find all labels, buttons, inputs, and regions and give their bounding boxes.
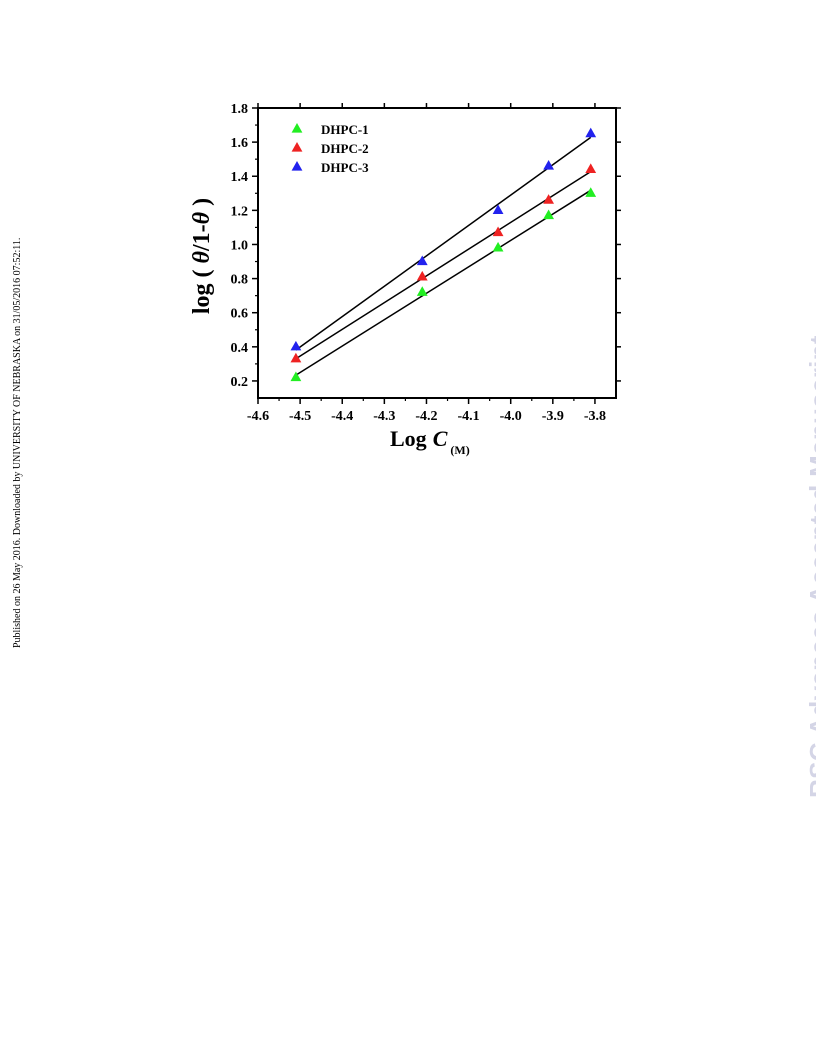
x-axis-title-var: C (433, 426, 448, 451)
data-point-dhpc-3 (290, 340, 302, 351)
legend-marker-dhpc-2 (291, 142, 303, 152)
legend-marker-dhpc-1 (291, 123, 303, 133)
plot-area: -4.6 -4.5 -4.4 -4.3 -4.2 -4.1 -4.0 -3.9 -3.8 0.2 0… (231, 102, 621, 424)
y-tick-label: 1.0 (231, 238, 249, 253)
legend-label-dhpc-1: DHPC-1 (321, 122, 369, 137)
data-point-dhpc-3 (543, 160, 555, 170)
y-axis-title: log ( θ/1-θ ) (189, 198, 215, 314)
x-axis-title: Log C (M) (390, 426, 470, 457)
y-tick-label: 1.8 (231, 102, 249, 117)
y-tick-label: 0.2 (231, 375, 249, 390)
y-tick-label: 0.6 (231, 307, 249, 322)
x-tick-label: -3.9 (542, 409, 564, 424)
data-point-dhpc-2 (543, 194, 555, 204)
x-axis-title-sub: (M) (450, 443, 469, 457)
x-axis-title-main: Log (390, 426, 427, 451)
y-tick-label: 0.8 (231, 273, 249, 288)
data-point-dhpc-2 (290, 352, 302, 363)
x-tick-label: -4.2 (415, 409, 437, 424)
y-axis-title-suffix: ) (189, 198, 215, 212)
data-point-dhpc-1 (416, 286, 428, 296)
data-point-dhpc-2 (585, 163, 597, 174)
y-axis-title-middle: /1- (189, 224, 215, 252)
y-axis-title-theta-2: θ (189, 211, 215, 224)
data-point-dhpc-2 (416, 270, 428, 281)
data-point-dhpc-3 (416, 255, 428, 266)
legend-marker-dhpc-3 (291, 161, 303, 171)
y-tick-label: 0.4 (231, 341, 249, 356)
x-tick-label: -4.6 (247, 409, 269, 424)
data-point-dhpc-1 (543, 209, 555, 220)
data-point-dhpc-1 (492, 241, 504, 252)
legend-label-dhpc-3: DHPC-3 (321, 160, 369, 175)
x-tick-label: -4.5 (289, 409, 311, 424)
data-point-dhpc-2 (492, 226, 504, 237)
fit-line-dhpc-1 (295, 189, 592, 376)
legend-label-dhpc-2: DHPC-2 (321, 141, 369, 156)
data-point-dhpc-1 (585, 187, 597, 197)
y-tick-label: 1.2 (231, 204, 249, 219)
y-tick-label: 1.6 (231, 136, 249, 151)
x-tick-label: -3.8 (584, 409, 606, 424)
data-point-dhpc-1 (290, 371, 302, 382)
y-axis-title-prefix: log ( (189, 263, 215, 314)
fit-line-dhpc-3 (295, 136, 592, 351)
data-point-dhpc-3 (585, 127, 597, 138)
data-point-dhpc-3 (492, 204, 504, 214)
x-tick-label: -4.3 (373, 409, 395, 424)
y-axis-title-theta-1: θ (189, 250, 215, 263)
x-tick-label: -4.1 (458, 409, 480, 424)
plot-frame (257, 107, 617, 399)
x-tick-label: -4.0 (500, 409, 522, 424)
x-tick-label: -4.4 (331, 409, 353, 424)
fit-line-dhpc-2 (295, 171, 592, 360)
y-tick-label: 1.4 (231, 170, 249, 185)
